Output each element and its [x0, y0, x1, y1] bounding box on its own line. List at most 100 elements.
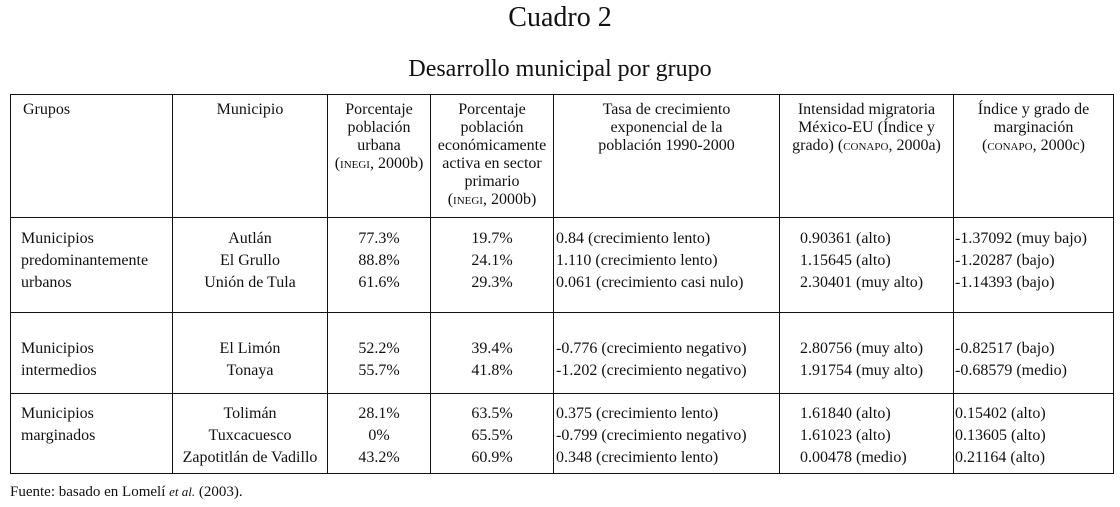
- pea-pct-cell: 63.5% 65.5% 60.9%: [430, 393, 554, 474]
- urbana-value: 28.1%: [358, 405, 400, 422]
- tasa-value: 0.061 (crecimiento casi nulo): [556, 274, 744, 291]
- pea-value: 41.8%: [471, 362, 513, 379]
- urbana-value: 52.2%: [358, 340, 400, 357]
- header-line: económicamente: [437, 137, 547, 154]
- header-source: (INEGI, 2000b): [447, 191, 537, 208]
- group-row: Municipios predominantemente urbanos Autlán…: [10, 217, 1114, 313]
- pea-value: 19.7%: [471, 230, 513, 247]
- urbana-value: 43.2%: [358, 449, 400, 466]
- group-label-line: predominantemente: [21, 252, 149, 269]
- municipio-value: Tuxcacuesco: [208, 427, 292, 444]
- group-row: Municipios intermedios El Limón Tonaya 52.2%…: [10, 312, 1114, 394]
- migration-intensity-cell: 1.61840 (alto) 1.61023 (alto) 0.00478 (med…: [779, 393, 954, 474]
- header-source: (CONAPO, 2000c): [982, 137, 1085, 154]
- pea-value: 39.4%: [471, 340, 513, 357]
- pea-pct-cell: 39.4% 41.8%: [430, 312, 554, 394]
- header-grupos: Grupos: [10, 94, 173, 218]
- header-intensidad: Intensidad migratoria México-EU (Índice …: [779, 94, 954, 218]
- marginacion-value: -0.68579 (medio): [955, 362, 1067, 379]
- group-label-line: intermedios: [21, 362, 97, 379]
- marginacion-value: 0.13605 (alto): [955, 427, 1046, 444]
- header-line: Tasa de crecimiento: [602, 101, 731, 118]
- header-line: activa en sector: [442, 155, 542, 172]
- tasa-value: 1.110 (crecimiento lento): [556, 252, 718, 269]
- growth-rate-cell: 0.375 (crecimiento lento) -0.799 (crecimi…: [553, 393, 780, 474]
- pea-value: 24.1%: [471, 252, 513, 269]
- group-label: Municipios marginados: [10, 393, 173, 474]
- municipio-value: Autlán: [228, 230, 272, 247]
- header-line: marginación: [993, 119, 1074, 136]
- group-label-line: Municipios: [21, 405, 94, 422]
- urban-pct-cell: 28.1% 0% 43.2%: [327, 393, 431, 474]
- municipio-value: El Limón: [219, 340, 281, 357]
- header-marginacion: Índice y grado de marginación (CONAPO, 2…: [953, 94, 1114, 218]
- intensidad-value: 2.80756 (muy alto): [800, 340, 924, 357]
- header-source: (INEGI, 2000b): [334, 155, 424, 172]
- header-source: grado) (CONAPO, 2000a): [792, 137, 941, 154]
- municipio-value: Unión de Tula: [204, 274, 296, 291]
- header-line: población 1990-2000: [598, 137, 735, 154]
- header-pea: Porcentaje población económicamente acti…: [430, 94, 554, 218]
- municipio-value: Tolimán: [223, 405, 277, 422]
- tasa-value: -0.799 (crecimiento negativo): [556, 427, 747, 444]
- group-label-line: Municipios: [21, 340, 94, 357]
- tasa-value: -0.776 (crecimiento negativo): [556, 340, 747, 357]
- table-title: Desarrollo municipal por grupo: [408, 56, 712, 82]
- table-number: Cuadro 2: [508, 2, 612, 33]
- marginacion-value: -1.20287 (bajo): [955, 252, 1055, 269]
- intensidad-value: 1.91754 (muy alto): [800, 362, 924, 379]
- header-line: primario: [464, 173, 520, 190]
- municipio-cell: Autlán El Grullo Unión de Tula: [172, 217, 328, 313]
- header-line: población: [347, 119, 411, 136]
- intensidad-value: 1.61840 (alto): [800, 405, 891, 422]
- migration-intensity-cell: 2.80756 (muy alto) 1.91754 (muy alto): [779, 312, 954, 394]
- marginacion-value: 0.21164 (alto): [955, 449, 1046, 466]
- group-row: Municipios marginados Tolimán Tuxcacuesco Za…: [10, 393, 1114, 474]
- header-tasa: Tasa de crecimiento exponencial de la po…: [553, 94, 780, 218]
- tasa-value: -1.202 (crecimiento negativo): [556, 362, 747, 379]
- tasa-value: 0.348 (crecimiento lento): [556, 449, 719, 466]
- municipio-value: Zapotitlán de Vadillo: [182, 449, 318, 466]
- urbana-value: 55.7%: [358, 362, 400, 379]
- pea-value: 63.5%: [471, 405, 513, 422]
- marginalization-cell: 0.15402 (alto) 0.13605 (alto) 0.21164 (alt…: [953, 393, 1114, 474]
- group-label-line: marginados: [21, 427, 96, 444]
- group-label-line: Municipios: [21, 230, 94, 247]
- intensidad-value: 0.90361 (alto): [800, 230, 891, 247]
- header-line: urbana: [357, 137, 401, 154]
- growth-rate-cell: 0.84 (crecimiento lento) 1.110 (crecimien…: [553, 217, 780, 313]
- header-line: Intensidad migratoria: [797, 101, 936, 118]
- group-label: Municipios predominantemente urbanos: [10, 217, 173, 313]
- municipio-value: Tonaya: [226, 362, 274, 379]
- header-urbana: Porcentaje población urbana (INEGI, 2000…: [327, 94, 431, 218]
- header-line: población: [460, 119, 524, 136]
- header-line: México-EU (Índice y: [798, 119, 935, 136]
- migration-intensity-cell: 0.90361 (alto) 1.15645 (alto) 2.30401 (muy…: [779, 217, 954, 313]
- header-line: Porcentaje: [345, 101, 413, 118]
- urbana-value: 77.3%: [358, 230, 400, 247]
- urbana-value: 61.6%: [358, 274, 400, 291]
- pea-value: 60.9%: [471, 449, 513, 466]
- urban-pct-cell: 77.3% 88.8% 61.6%: [327, 217, 431, 313]
- tasa-value: 0.84 (crecimiento lento): [556, 230, 711, 247]
- urbana-value: 88.8%: [358, 252, 400, 269]
- urban-pct-cell: 52.2% 55.7%: [327, 312, 431, 394]
- municipio-cell: El Limón Tonaya: [172, 312, 328, 394]
- marginacion-value: 0.15402 (alto): [955, 405, 1046, 422]
- tasa-value: 0.375 (crecimiento lento): [556, 405, 719, 422]
- municipal-development-table: Grupos Municipio Porcentaje población ur…: [10, 94, 1114, 474]
- marginalization-cell: -1.37092 (muy bajo) -1.20287 (bajo) -1.143…: [953, 217, 1114, 313]
- intensidad-value: 2.30401 (muy alto): [800, 274, 924, 291]
- intensidad-value: 0.00478 (medio): [800, 449, 907, 466]
- pea-value: 29.3%: [471, 274, 513, 291]
- group-label: Municipios intermedios: [10, 312, 173, 394]
- marginalization-cell: -0.82517 (bajo) -0.68579 (medio): [953, 312, 1114, 394]
- header-line: Porcentaje: [458, 101, 526, 118]
- group-label-line: urbanos: [21, 274, 72, 291]
- intensidad-value: 1.61023 (alto): [800, 427, 891, 444]
- intensidad-value: 1.15645 (alto): [800, 252, 891, 269]
- header-line: exponencial de la: [610, 119, 723, 136]
- header-row: Grupos Municipio Porcentaje población ur…: [10, 94, 1114, 218]
- pea-pct-cell: 19.7% 24.1% 29.3%: [430, 217, 554, 313]
- header-line: Índice y grado de: [977, 101, 1090, 118]
